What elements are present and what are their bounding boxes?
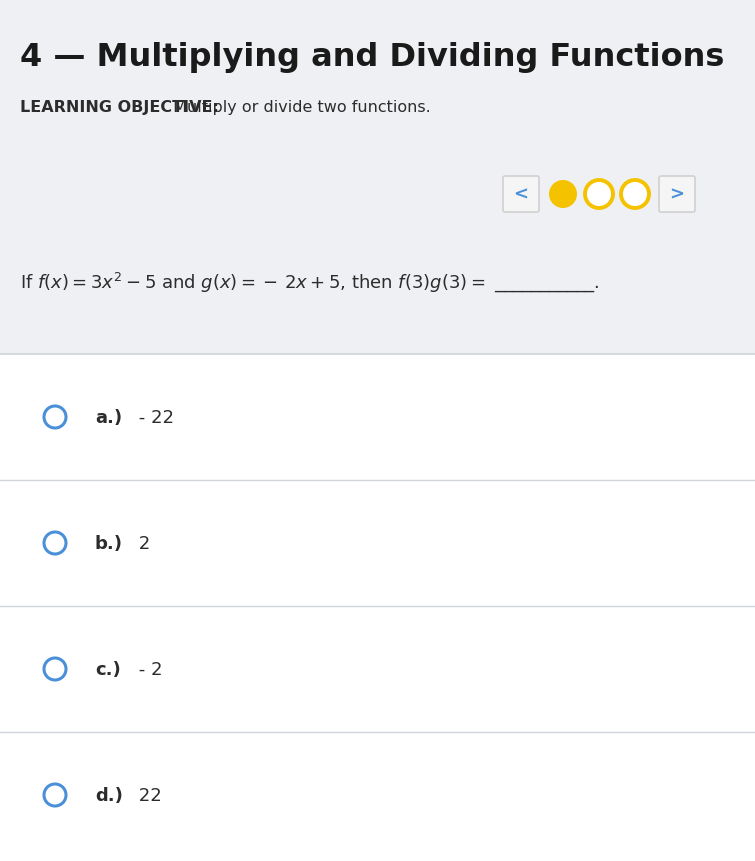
FancyBboxPatch shape [503, 177, 539, 213]
Text: >: > [670, 186, 685, 204]
FancyBboxPatch shape [659, 177, 695, 213]
Text: LEARNING OBJECTIVE:: LEARNING OBJECTIVE: [20, 100, 219, 115]
Text: - 22: - 22 [133, 408, 174, 426]
Text: d.): d.) [95, 786, 123, 804]
Circle shape [621, 181, 649, 208]
Text: 22: 22 [133, 786, 162, 804]
Circle shape [549, 181, 577, 208]
Text: a.): a.) [95, 408, 122, 426]
Text: If $f(x) = 3x^2 - 5$ and $g(x) = -\,2x + 5$, then $f(3)g(3) = $ ___________.: If $f(x) = 3x^2 - 5$ and $g(x) = -\,2x +… [20, 269, 599, 294]
Text: <: < [513, 186, 528, 204]
Text: - 2: - 2 [133, 660, 162, 678]
Text: Multiply or divide two functions.: Multiply or divide two functions. [168, 100, 431, 115]
Text: 2: 2 [133, 535, 150, 553]
FancyBboxPatch shape [0, 0, 755, 355]
Text: c.): c.) [95, 660, 121, 678]
Circle shape [585, 181, 613, 208]
Text: b.): b.) [95, 535, 123, 553]
Text: 4 — Multiplying and Dividing Functions: 4 — Multiplying and Dividing Functions [20, 42, 724, 73]
FancyBboxPatch shape [0, 355, 755, 861]
